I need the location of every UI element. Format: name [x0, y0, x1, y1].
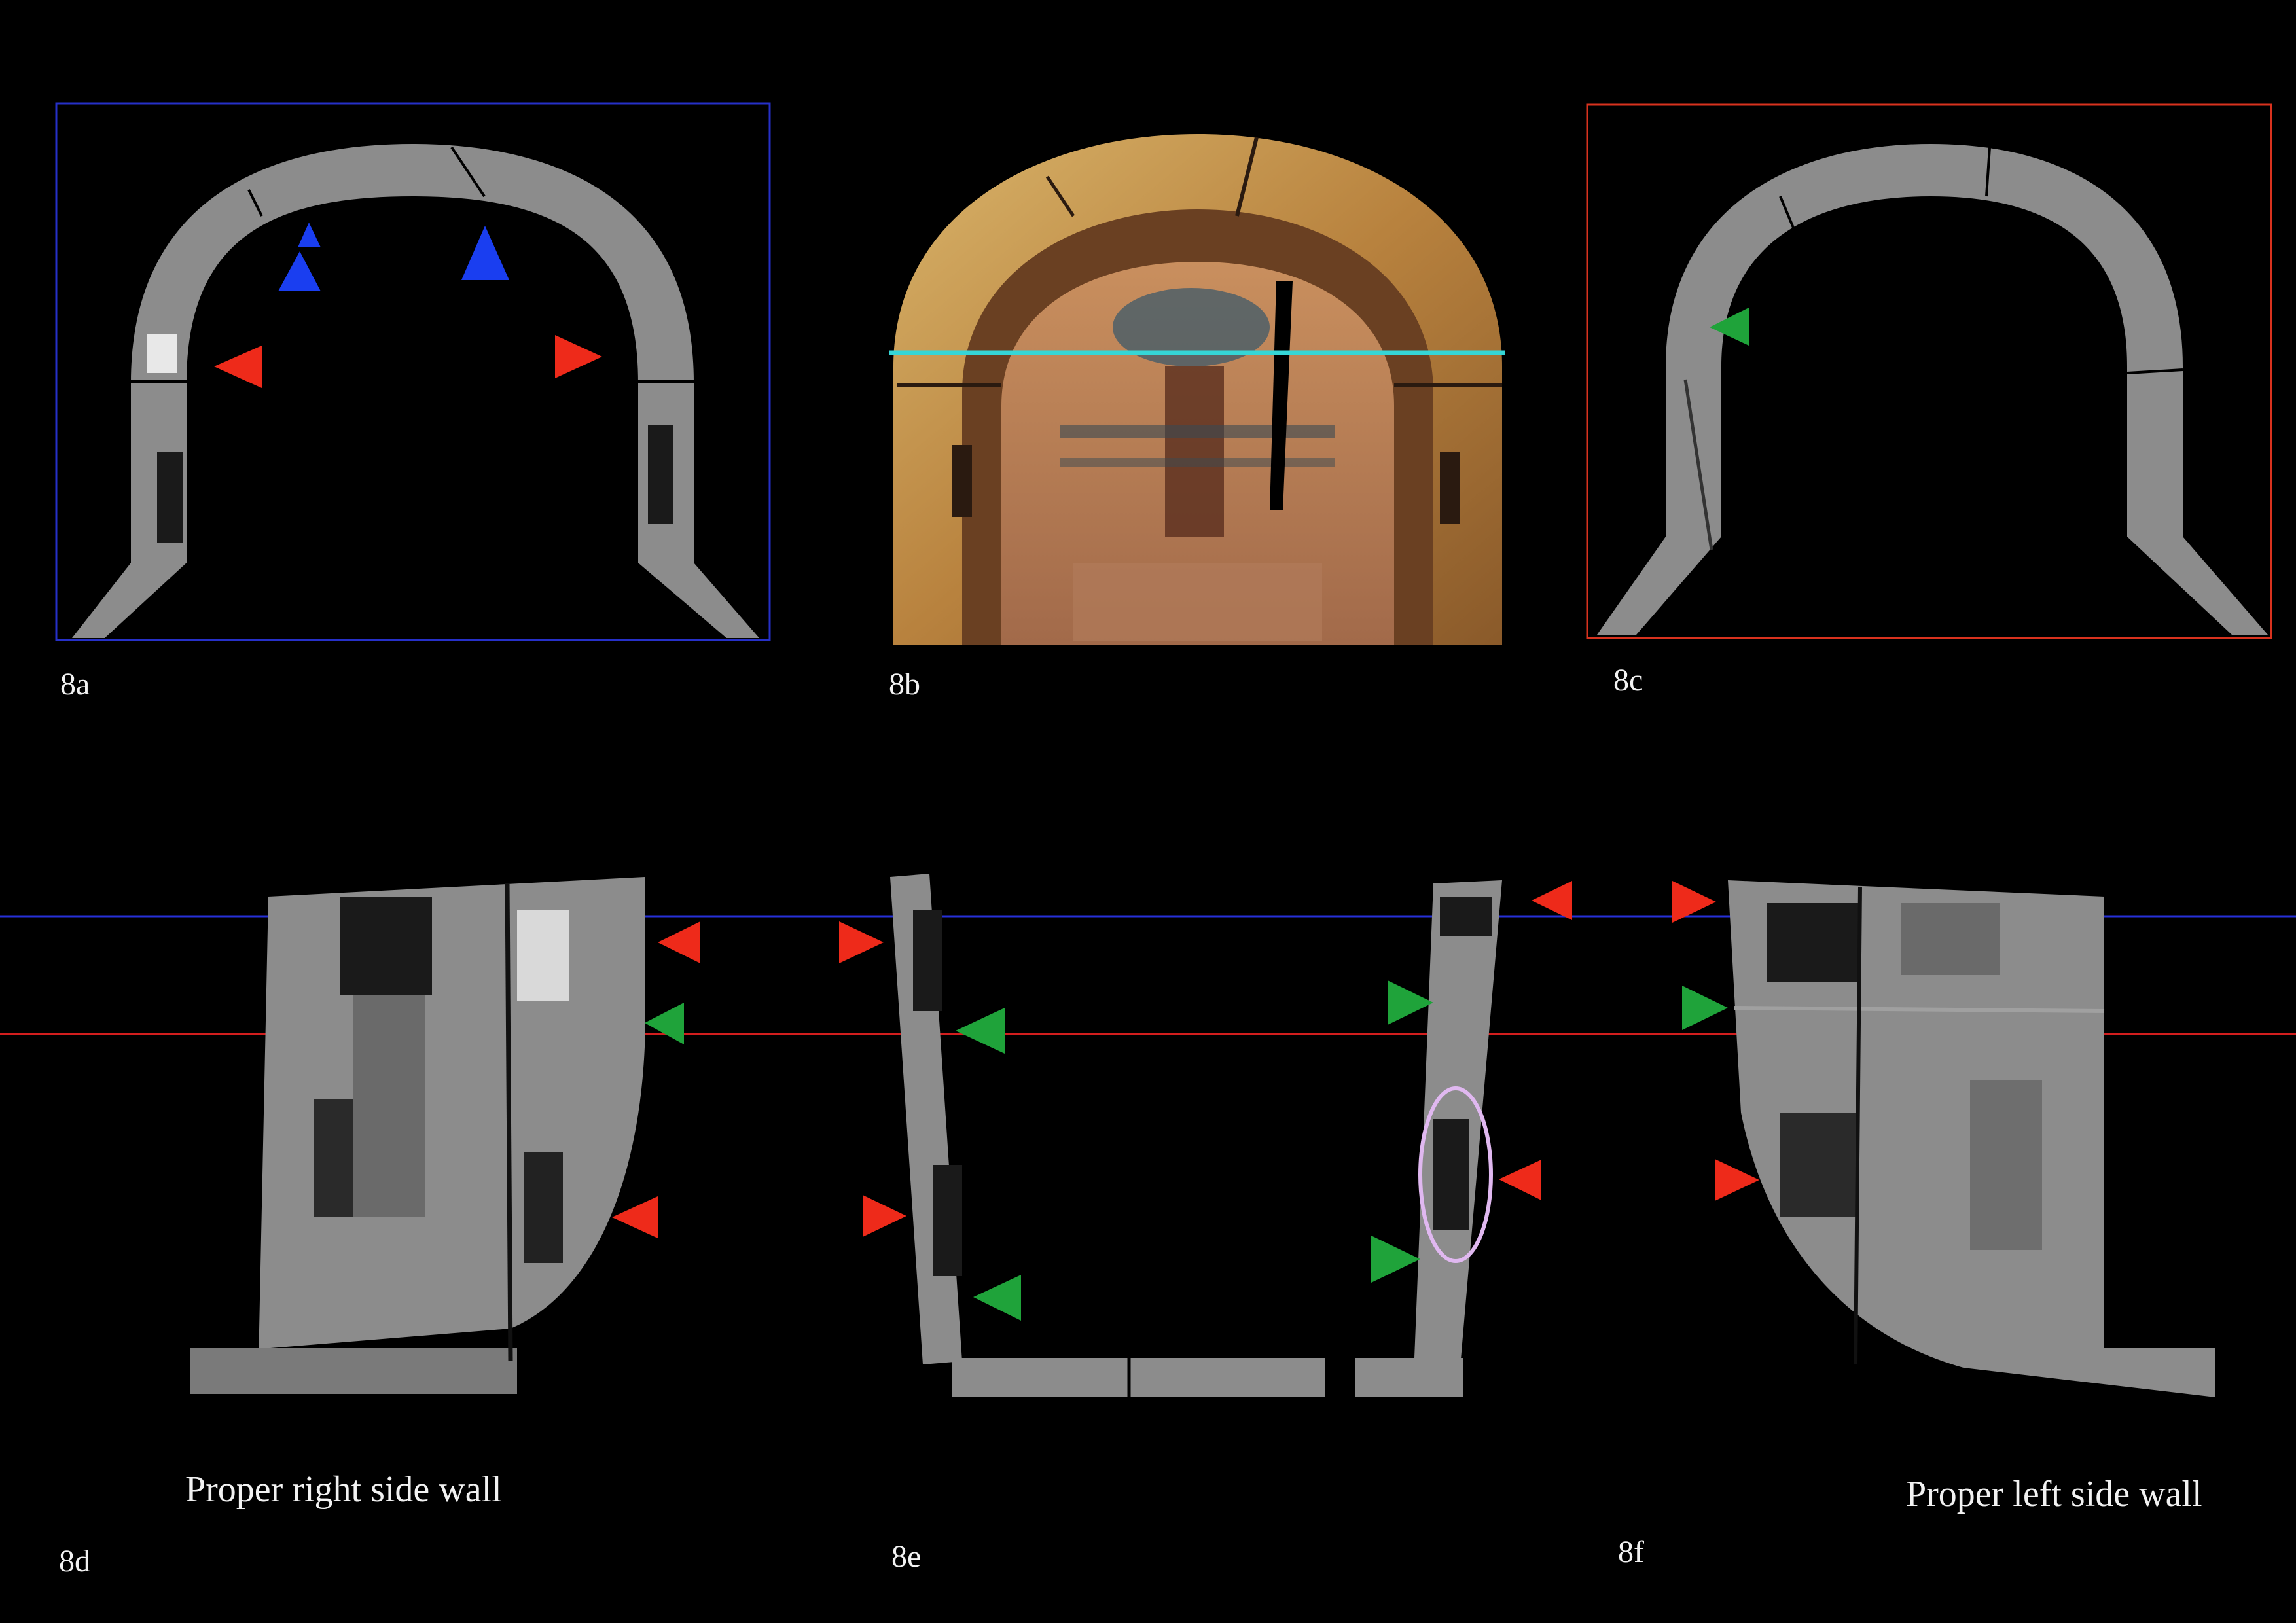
- panel-8f-green-marker: [1682, 986, 1728, 1030]
- panel-8c-arch: [1666, 144, 2183, 366]
- panel-8a-frame: [55, 102, 771, 641]
- panel-8f-left-wall: [1672, 880, 2215, 1397]
- panel-8c-left-wall: [1597, 366, 1721, 635]
- panel-8d-green-marker: [645, 1003, 684, 1044]
- panel-8a-arch: [131, 144, 694, 383]
- panel-label-8f: 8f: [1618, 1535, 1644, 1569]
- panel-label-8b: 8b: [889, 667, 920, 702]
- panel-label-8c: 8c: [1613, 663, 1643, 698]
- panel-8d-bright-fill: [517, 910, 569, 1001]
- panel-8c-right-wall: [2127, 366, 2268, 635]
- panel-label-8e: 8e: [891, 1539, 922, 1574]
- panel-8a-blue-marker-3: [278, 251, 321, 291]
- panel-8b-winged-motif: [1113, 288, 1270, 366]
- panel-8e-green-marker-3: [1388, 980, 1433, 1025]
- panel-8e-red-marker-2: [863, 1195, 906, 1237]
- panel-8e-red-marker-4: [1499, 1160, 1541, 1200]
- panel-8d-cavity-top: [340, 897, 432, 995]
- panel-8b-photo: [889, 131, 1507, 645]
- panel-8a-blue-marker-2: [461, 226, 509, 280]
- panel-8f-red-marker-2: [1715, 1159, 1759, 1201]
- panel-8a-red-marker-right: [555, 335, 602, 378]
- panel-8a-left-wall: [72, 383, 187, 638]
- panel-8d-right-wall: [190, 877, 700, 1394]
- panel-8e-floor: [952, 1358, 1325, 1397]
- panel-8c-ct-section: [1586, 103, 2272, 639]
- panel-8a-bright-patch: [147, 334, 177, 373]
- panel-8d-inserted-patch: [353, 995, 425, 1217]
- panel-8c-frame: [1586, 103, 2272, 639]
- panel-8e-red-marker-1: [839, 921, 884, 963]
- caption-right-side-wall: Proper right side wall: [185, 1469, 502, 1510]
- panel-8a-ct-section: [55, 102, 771, 641]
- panel-8f-red-marker-1: [1672, 881, 1716, 923]
- panel-8b-crack: [1270, 281, 1293, 510]
- panel-8e-highlight-ellipse: [1418, 1086, 1493, 1263]
- panel-8d-red-marker-1: [658, 921, 700, 963]
- panel-8f-cavity-top: [1767, 903, 1859, 982]
- panel-label-8d: 8d: [59, 1544, 90, 1578]
- panel-8e-box-section: [839, 874, 1572, 1397]
- panel-label-8a: 8a: [60, 667, 90, 702]
- panel-8e-green-marker-4: [1371, 1236, 1420, 1283]
- panel-8e-green-marker-1: [956, 1008, 1005, 1054]
- panel-8a-right-cavity: [648, 425, 673, 524]
- panel-8a-blue-marker-1: [298, 223, 321, 247]
- caption-left-side-wall: Proper left side wall: [1906, 1474, 2202, 1514]
- panel-8a-red-marker-left: [214, 346, 262, 388]
- panel-8c-green-marker: [1710, 308, 1749, 346]
- panel-8e-green-marker-2: [973, 1275, 1021, 1321]
- panel-8a-left-cavity: [157, 452, 183, 543]
- panel-8e-red-marker-3: [1532, 881, 1572, 920]
- panel-8d-red-marker-2: [612, 1196, 658, 1238]
- panel-8f-dark-block: [1780, 1113, 1856, 1217]
